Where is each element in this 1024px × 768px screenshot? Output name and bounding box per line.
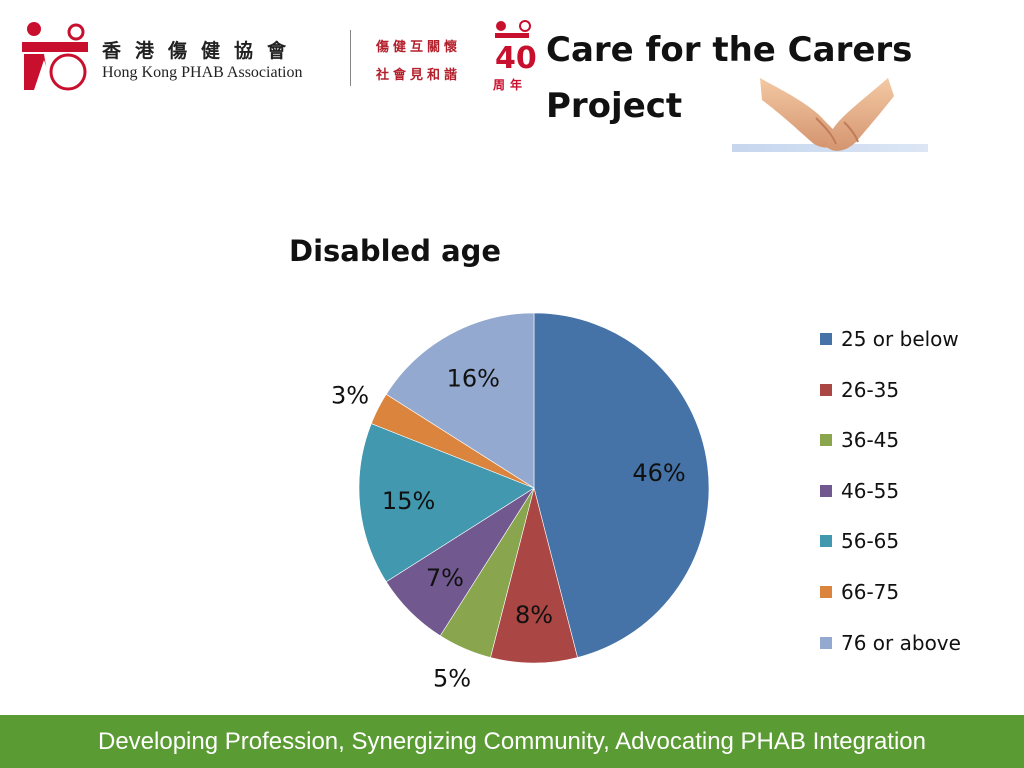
org-name-chinese: 香港傷健協會	[102, 40, 301, 62]
project-title-line-2: Project	[546, 86, 683, 126]
slogan-line-1: 傷健互關懷	[376, 40, 462, 55]
legend-item-46-55: 46-55	[820, 478, 961, 529]
chart-legend: 25 or below 26-35 36-45 46-55 56-65 66-75 76 o…	[820, 326, 961, 680]
legend-swatch-56-65	[820, 535, 832, 548]
legend-label-26-35: 26-35	[841, 377, 900, 402]
legend-swatch-76-or-above	[820, 636, 832, 649]
legend-label-56-65: 56-65	[841, 529, 900, 554]
legend-label-36-45: 36-45	[841, 428, 900, 453]
pie-label-56-65: 15%	[382, 487, 435, 515]
phab-logo-icon	[22, 22, 88, 91]
pie-label-25-or-below: 46%	[632, 459, 685, 487]
pie-label-36-45: 5%	[433, 665, 471, 693]
org-name-english: Hong Kong PHAB Association	[102, 64, 303, 81]
anniversary-logo-icon: 40	[495, 20, 537, 72]
legend-swatch-66-75	[820, 585, 832, 598]
holding-hands-image	[732, 78, 928, 152]
legend-label-46-55: 46-55	[841, 478, 900, 503]
pie-label-26-35: 8%	[515, 601, 553, 629]
legend-swatch-26-35	[820, 383, 832, 396]
footer-bar: Developing Profession, Synergizing Commu…	[0, 715, 1024, 768]
slogan: 傷健互關懷 社會見和諧	[376, 34, 461, 90]
chart-title: Disabled age	[289, 234, 502, 268]
project-title-line-1: Care for the Carers	[546, 30, 913, 70]
legend-item-36-45: 36-45	[820, 427, 961, 478]
pie-label-76-or-above: 16%	[447, 365, 500, 393]
legend-item-56-65: 56-65	[820, 528, 961, 579]
slogan-line-2: 社會見和諧	[376, 68, 462, 83]
legend-label-25-or-below: 25 or below	[841, 327, 959, 351]
legend-swatch-36-45	[820, 434, 832, 447]
legend-item-26-35: 26-35	[820, 377, 961, 428]
pie-label-66-75: 3%	[331, 381, 369, 409]
legend-label-66-75: 66-75	[841, 579, 900, 604]
pie-slice-76-or-above	[385, 312, 535, 489]
pie-slice-25-or-below	[533, 312, 710, 658]
legend-item-25-or-below: 25 or below	[820, 326, 961, 377]
anniversary-number: 40	[495, 41, 537, 72]
pie-slice-56-65	[358, 423, 535, 583]
anniversary-text: 周年	[493, 78, 528, 92]
legend-item-76-or-above: 76 or above	[820, 630, 961, 681]
footer-tagline: Developing Profession, Synergizing Commu…	[98, 727, 926, 755]
legend-swatch-25-or-below	[820, 333, 832, 345]
project-title: Care for the Carers Project	[546, 22, 946, 134]
pie-label-46-55: 7%	[426, 564, 464, 592]
legend-item-66-75: 66-75	[820, 579, 961, 630]
header-divider	[350, 30, 351, 86]
legend-swatch-46-55	[820, 484, 832, 497]
legend-label-76-or-above: 76 or above	[841, 630, 961, 655]
